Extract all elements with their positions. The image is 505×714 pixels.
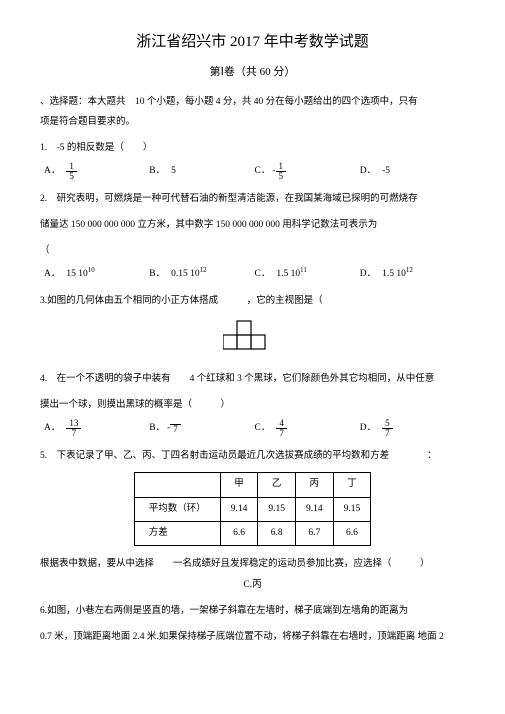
q1-option-d: D． -5: [360, 162, 465, 181]
question-6-line-1: 6.如图，小巷左右两侧是竖直的墙，一架梯子斜靠在左墙时，梯子底端到左墙角的距离为: [40, 603, 465, 619]
page-title: 浙江省绍兴市 2017 年中考数学试题: [40, 30, 465, 54]
q4-option-a: A． 13 7: [44, 419, 149, 438]
table-row: 平均数（环） 9.14 9.15 9.14 9.15: [134, 497, 371, 521]
fraction: 1 5: [276, 162, 287, 181]
question-5-followup: 根据表中数据，要从中选择 一名成绩好且发挥稳定的运动员参加比赛，应选择（ ）: [40, 556, 465, 572]
q5-option-c: C.丙: [40, 578, 465, 593]
q2-option-b: B． 0.15 1012: [149, 265, 254, 282]
option-label: C．: [255, 267, 271, 282]
question-6-line-2: 0.7 米，顶端距离地面 2.4 米.如果保持梯子底端位置不动，将梯子斜靠在右墙…: [40, 629, 465, 645]
q2-option-a: A． 15 1010: [44, 265, 149, 282]
option-label: C．: [255, 164, 271, 179]
instruction-line-1: 、选择题：本大题共 10 个小题，每小题 4 分，共 40 分在每小题给出的四个…: [40, 94, 465, 110]
q4-option-b: B． - 7: [149, 419, 254, 438]
fraction: 4 7: [276, 419, 287, 438]
option-label: B．: [149, 164, 165, 179]
stats-table: 甲 乙 丙 丁 平均数（环） 9.14 9.15 9.14 9.15 方差 6.…: [134, 472, 372, 546]
q4-option-c: C． 4 7: [255, 419, 360, 438]
blank-paren: （: [40, 243, 465, 259]
option-label: B．: [149, 267, 165, 282]
option-label: D．: [360, 421, 376, 436]
option-label: D．: [360, 267, 376, 282]
table-row: 甲 乙 丙 丁: [134, 473, 371, 497]
q2-option-d: D． 1.5 1012: [360, 265, 465, 282]
question-2-line-1: 2. 研究表明，可燃烧是一种可代替石油的新型清洁能源，在我国某海域已探明的可燃烧…: [40, 191, 465, 207]
table-row: 方差 6.6 6.8 6.7 6.6: [134, 521, 371, 545]
stats-table-wrap: 甲 乙 丙 丁 平均数（环） 9.14 9.15 9.14 9.15 方差 6.…: [40, 472, 465, 546]
option-label: B．: [149, 421, 165, 436]
option-label: C．: [255, 421, 271, 436]
option-label: D．: [360, 164, 376, 179]
question-4-line-1: 4. 在一个不透明的袋子中装有 4 个红球和 3 个黑球，它们除颜色外其它均相同…: [40, 371, 465, 387]
question-3: 3.如图的几何体由五个相同的小正方体搭成 ，它的主视图是（: [40, 293, 465, 309]
fraction: 13 7: [66, 419, 81, 438]
option-label: A．: [44, 421, 60, 436]
fraction: 7: [170, 424, 181, 434]
q1-option-b: B． 5: [149, 162, 254, 181]
question-5: 5. 下表记录了甲、乙、丙、丁四名射击运动员最近几次选拔赛成绩的平均数和方差 ：: [40, 448, 465, 464]
option-label: A．: [44, 267, 60, 282]
q1-option-c: C． - 1 5: [255, 162, 360, 181]
question-2-options: A． 15 1010 B． 0.15 1012 C． 1.5 1011 D． 1…: [40, 265, 465, 282]
question-1-options: A． 1 5 B． 5 C． - 1 5 D． -5: [40, 162, 465, 181]
option-label: A．: [44, 164, 60, 179]
question-2-line-2: 储量达 150 000 000 000 立方米，其中数字 150 000 000…: [40, 217, 465, 233]
question-4-line-2: 摸出一个球，则摸出黑球的概率是（ ）: [40, 397, 465, 413]
q4-option-d: D． 5 7: [360, 419, 465, 438]
q1-option-a: A． 1 5: [44, 162, 149, 181]
question-4-options: A． 13 7 B． - 7 C． 4 7 D． 5 7: [40, 419, 465, 438]
cube-figure: [40, 319, 465, 361]
question-1: 1. -5 的相反数是（ ）: [40, 140, 465, 156]
cube-icon: [223, 319, 283, 355]
fraction: 5 7: [382, 419, 393, 438]
fraction: 1 5: [66, 162, 77, 181]
page-subtitle: 第Ⅰ卷（共 60 分）: [40, 64, 465, 82]
q2-option-c: C． 1.5 1011: [255, 265, 360, 282]
instruction-line-2: 项是符合题目要求的。: [40, 114, 465, 130]
